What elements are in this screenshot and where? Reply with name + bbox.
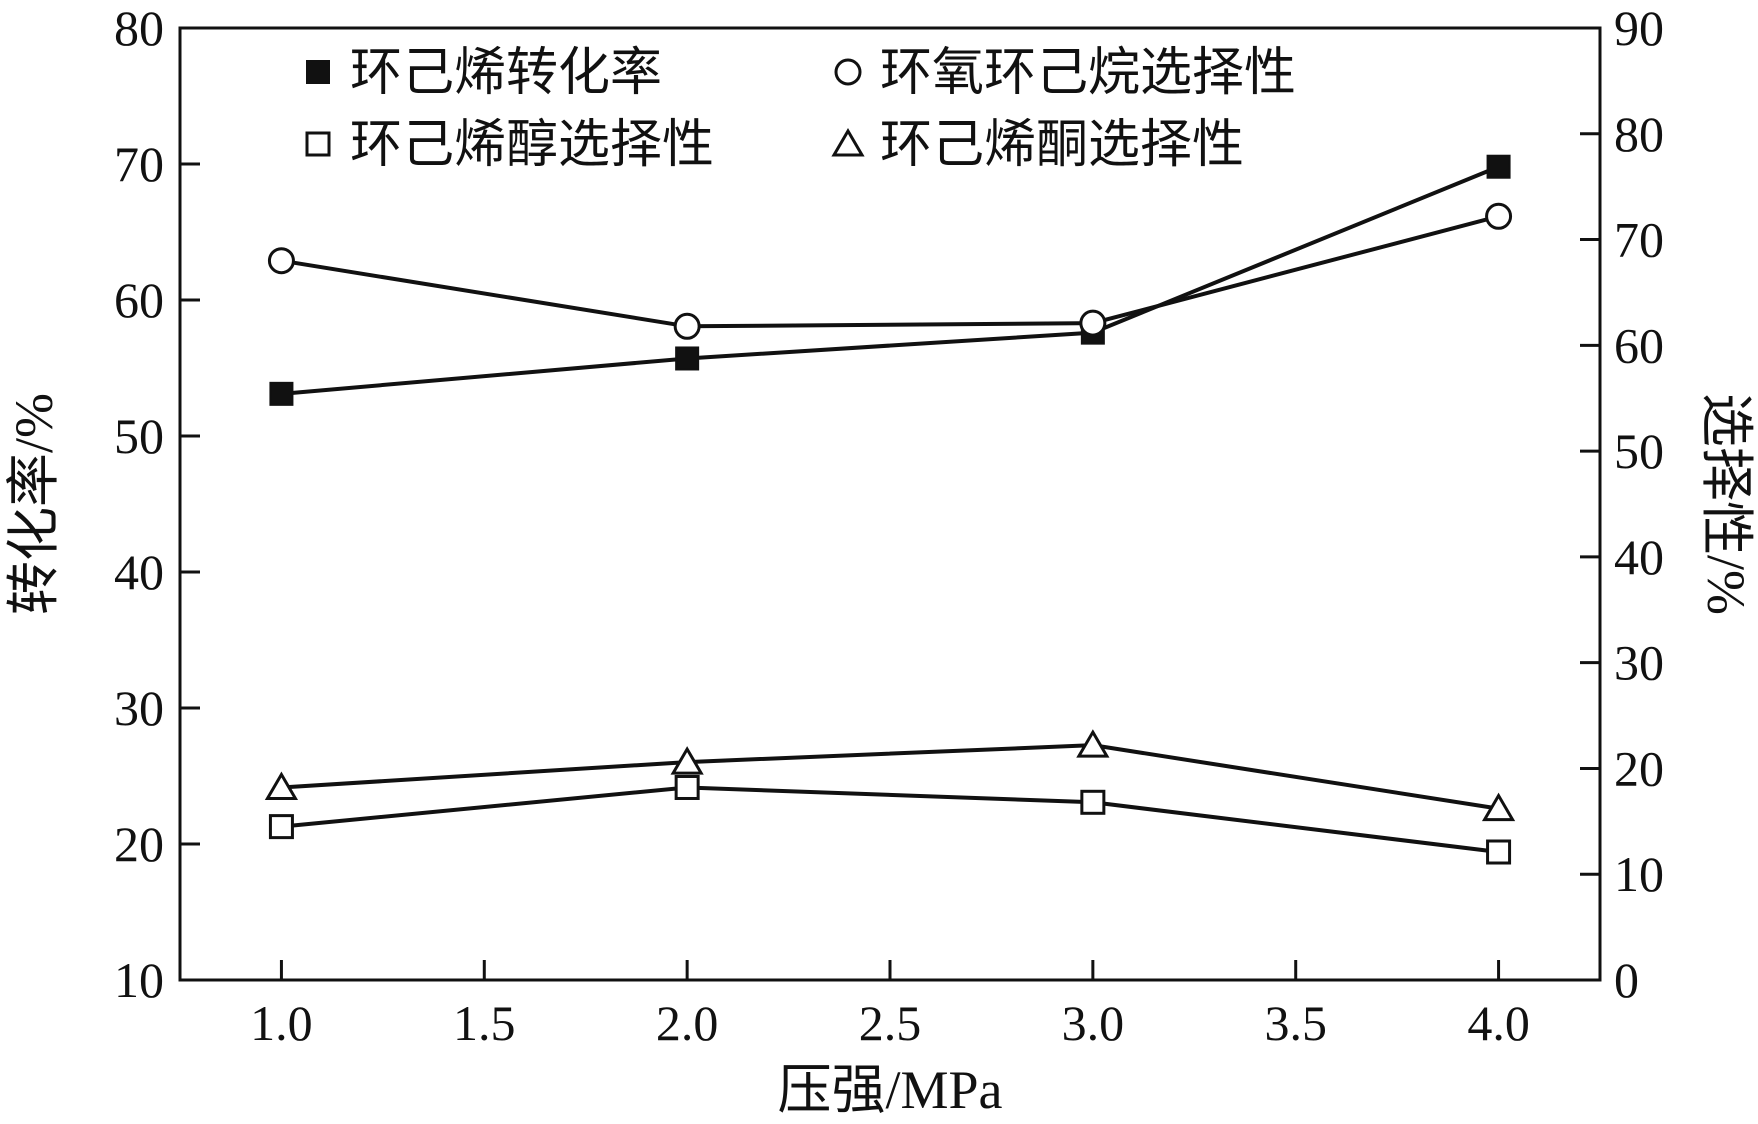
series-line	[281, 164, 1500, 396]
legend-label: 环氧环己烷选择性	[880, 45, 1296, 102]
y-left-tick-label: 70	[114, 136, 164, 192]
series-1	[269, 154, 1511, 406]
data-point	[673, 312, 701, 340]
y-right-tick-label: 70	[1614, 212, 1664, 268]
x-tick-label: 1.0	[250, 995, 313, 1051]
legend-label: 环己烯转化率	[350, 45, 662, 102]
series-line	[281, 785, 1499, 854]
y-axis-title-left: 转化率/%	[4, 393, 64, 615]
data-point	[268, 814, 294, 840]
x-axis-title: 压强/MPa	[777, 1060, 1002, 1120]
y-left-tick-label: 30	[114, 680, 164, 736]
data-point	[264, 771, 299, 800]
y-axis-title-right: 选择性/%	[1696, 393, 1756, 615]
data-point	[1080, 789, 1106, 815]
y-right-tick-label: 60	[1614, 317, 1664, 373]
data-point	[675, 346, 700, 371]
data-point	[670, 746, 704, 775]
data-point	[674, 774, 700, 800]
y-right-tick-label: 10	[1614, 846, 1664, 902]
data-point	[1486, 154, 1511, 179]
x-tick-label: 1.5	[453, 995, 516, 1051]
series-line	[281, 743, 1499, 811]
axis-ticks: 1.0 1.5 2.0 2.5 3.0 3.5 4.0 10 20 30 40 50 60 70 80 0 10…	[114, 0, 1664, 1051]
legend-marker	[834, 58, 862, 86]
x-tick-label: 4.0	[1467, 995, 1530, 1051]
x-tick-label: 3.0	[1062, 995, 1125, 1051]
x-tick-label: 2.0	[656, 995, 719, 1051]
y-left-tick-label: 50	[114, 408, 164, 464]
data-point	[1485, 202, 1513, 230]
y-right-tick-label: 0	[1614, 952, 1639, 1008]
y-left-tick-label: 10	[114, 952, 164, 1008]
series-2	[267, 202, 1513, 340]
x-tick-label: 2.5	[859, 995, 922, 1051]
y-left-tick-label: 40	[114, 544, 164, 600]
y-left-tick-label: 60	[114, 272, 164, 328]
legend-marker	[831, 128, 865, 157]
series-line	[281, 214, 1500, 329]
y-left-tick-label: 20	[114, 816, 164, 872]
series-3	[268, 774, 1512, 865]
data-point	[269, 381, 294, 406]
data-point	[1079, 309, 1107, 337]
series-group	[264, 154, 1516, 865]
data-point	[1076, 729, 1110, 758]
y-right-tick-label: 20	[1614, 740, 1664, 796]
legend-marker	[306, 60, 330, 84]
legend-label: 环己烯酮选择性	[880, 117, 1244, 174]
data-point	[1481, 792, 1516, 822]
y-right-tick-label: 40	[1614, 529, 1664, 585]
y-right-tick-label: 80	[1614, 106, 1664, 162]
y-right-tick-label: 90	[1614, 0, 1664, 56]
x-tick-label: 3.5	[1264, 995, 1327, 1051]
data-point	[267, 247, 295, 275]
series-4	[264, 729, 1516, 822]
y-right-tick-label: 30	[1614, 635, 1664, 691]
y-left-tick-label: 80	[114, 0, 164, 56]
legend-marker	[305, 131, 331, 157]
y-right-tick-label: 50	[1614, 423, 1664, 479]
data-point	[1486, 839, 1512, 865]
legend-label: 环己烯醇选择性	[350, 117, 714, 174]
